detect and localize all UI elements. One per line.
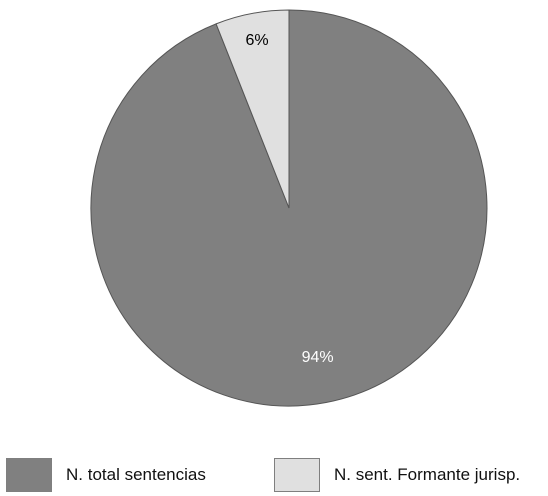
legend-swatch-total-sentencias (6, 458, 52, 492)
legend-label-total-sentencias: N. total sentencias (66, 465, 206, 484)
legend-item-total-sentencias: N. total sentencias (6, 457, 206, 493)
legend-label-formante-jurisp: N. sent. Formante jurisp. (334, 465, 521, 484)
legend: N. total sentencias N. sent. Formante ju… (0, 457, 548, 493)
pie-slice-formante-jurisp (215, 9, 290, 209)
data-label-formante-jurisp: 6% (246, 32, 269, 49)
legend-swatch-formante-jurisp (274, 458, 320, 492)
legend-item-formante-jurisp: N. sent. Formante jurisp. (274, 457, 520, 493)
pie-chart: 94% 6% (90, 9, 488, 407)
data-label-total-sentencias: 94% (302, 349, 334, 366)
